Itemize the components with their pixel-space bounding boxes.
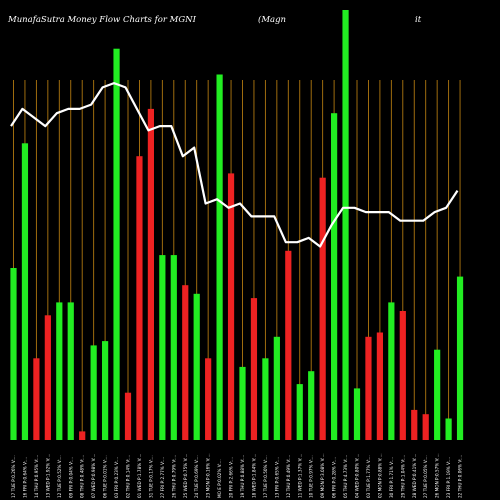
bar	[113, 48, 120, 440]
bar	[296, 384, 303, 440]
bar	[365, 336, 372, 440]
bar	[388, 302, 395, 440]
bar	[445, 418, 452, 440]
x-tick-label: 23 FRI P:1.19% V:...	[446, 457, 451, 498]
x-tick-label: 09 FRI P:0.04% V:...	[68, 457, 73, 498]
bar	[331, 113, 338, 440]
x-tick-label: 08 THU P:0.48% V:...	[80, 455, 85, 498]
x-tick-label: MO E P:0.02% V:...	[217, 459, 222, 498]
bar	[90, 345, 97, 440]
bar	[376, 332, 383, 440]
bar	[434, 349, 441, 440]
x-tick-label: 13 FRI P:0.65% V:...	[274, 457, 279, 498]
bar	[319, 177, 326, 440]
x-tick-label: 16 FRI P:0.64% V:...	[22, 457, 27, 498]
bar	[411, 409, 418, 440]
bar	[21, 143, 29, 441]
bar	[239, 366, 246, 440]
bar	[227, 173, 235, 440]
x-tick-label: 25 WED P:0.75% V:...	[183, 454, 188, 499]
x-tick-label: 04 WED P:0.80% V:...	[355, 454, 360, 499]
bar	[182, 285, 189, 440]
bar	[308, 371, 315, 440]
x-tick-label: 12 THU P:0.49% V:...	[286, 455, 291, 498]
bar	[353, 388, 361, 440]
x-tick-label: 26 THU P:0.79% V:...	[171, 455, 176, 498]
x-tick-label: 07 WED P:0.98% V:...	[91, 454, 96, 499]
x-tick-labels: 17 TUE P:0.26% V:... 16 FRI P:0.64% V:...…	[11, 453, 463, 498]
chart-title-end: it	[415, 15, 422, 25]
money-flow-line	[10, 82, 459, 248]
x-tick-label: 06 TUE P:0.01% V:...	[103, 455, 108, 498]
x-tick-label: 17 TUE P:0.26% V:...	[11, 455, 16, 498]
x-tick-label: 19 THU P:0.88% V:...	[240, 455, 245, 498]
bar	[102, 341, 109, 440]
bar	[422, 414, 429, 440]
bar	[147, 108, 154, 441]
x-tick-label: 03 FRI P:0.23% V:...	[114, 457, 119, 498]
chart-title: MunafaSutra Money Flow Charts for MGNI	[7, 15, 197, 25]
bar	[136, 156, 143, 440]
x-tick-label: 27 TUE P:0.05% V:...	[423, 455, 428, 498]
x-tick-label: 24 TUE P:0.69% V:...	[194, 455, 199, 498]
bar	[216, 74, 223, 440]
bar	[124, 392, 132, 440]
x-tick-label: 29 THU P:1.04% V:...	[400, 455, 405, 498]
bar	[67, 302, 74, 440]
bar	[250, 298, 258, 440]
bar	[56, 302, 63, 440]
x-tick-label: 22 THU P:0.06% V:...	[458, 455, 463, 498]
x-tick-label: 11 WED P:1.37% V:...	[297, 454, 302, 499]
bar	[205, 358, 212, 440]
x-tick-label: 23 MON P:0.16% V:...	[206, 453, 211, 498]
x-tick-label: 27 FRI P:2.77% V:...	[160, 457, 165, 498]
bar	[44, 315, 51, 440]
chart-title-middle: (Magn	[258, 14, 286, 25]
x-tick-label: 14 THU P:0.95% V:...	[34, 455, 39, 498]
x-tick-label: 28 WED P:0.41% V:...	[412, 454, 417, 499]
bar	[159, 255, 166, 440]
bar	[10, 268, 17, 440]
x-tick-label: 31 TUE P:0.17% V:...	[148, 455, 153, 498]
bar	[193, 293, 200, 440]
x-tick-label: 20 FRI P:2.66% V:...	[229, 457, 234, 498]
x-tick-label: 03 TUE P:1.77% V:...	[366, 455, 371, 498]
x-tick-label: 05 THU P:4.73% V:...	[343, 455, 348, 498]
x-tick-label: 09 MON P:3.08% V:...	[320, 453, 325, 498]
x-tick-label: 17 TUE P:0.50% V:...	[263, 455, 268, 498]
x-tick-label: 26 MON P:0.57% V:...	[435, 453, 440, 498]
bar	[33, 358, 40, 440]
bar	[456, 276, 464, 440]
x-tick-label: 18 WED P:1.84% V:...	[251, 454, 256, 499]
x-tick-label: 30 FRI P:1.71% V:...	[389, 457, 394, 498]
bar	[262, 358, 269, 440]
x-tick-label: 10 TUE P:0.97% V:...	[309, 455, 314, 498]
bar	[342, 10, 349, 440]
x-tick-label: 06 FRI P:0.28% V:...	[332, 457, 337, 498]
x-tick-label: 01 WED P:1.78% V:...	[137, 454, 142, 499]
bar-series	[10, 10, 464, 441]
bar	[79, 431, 86, 440]
bar	[285, 250, 292, 440]
bar	[170, 255, 177, 440]
x-tick-label: 12 TUE P:0.52% V:...	[57, 455, 62, 498]
x-tick-label: 02 THU P:0.14% V:...	[126, 455, 131, 498]
bar	[273, 336, 280, 440]
x-tick-label: 13 WED P:1.92% V:...	[45, 454, 50, 499]
bar	[399, 311, 406, 440]
x-tick-label: 02 MON P:0.88% V:...	[377, 453, 382, 498]
